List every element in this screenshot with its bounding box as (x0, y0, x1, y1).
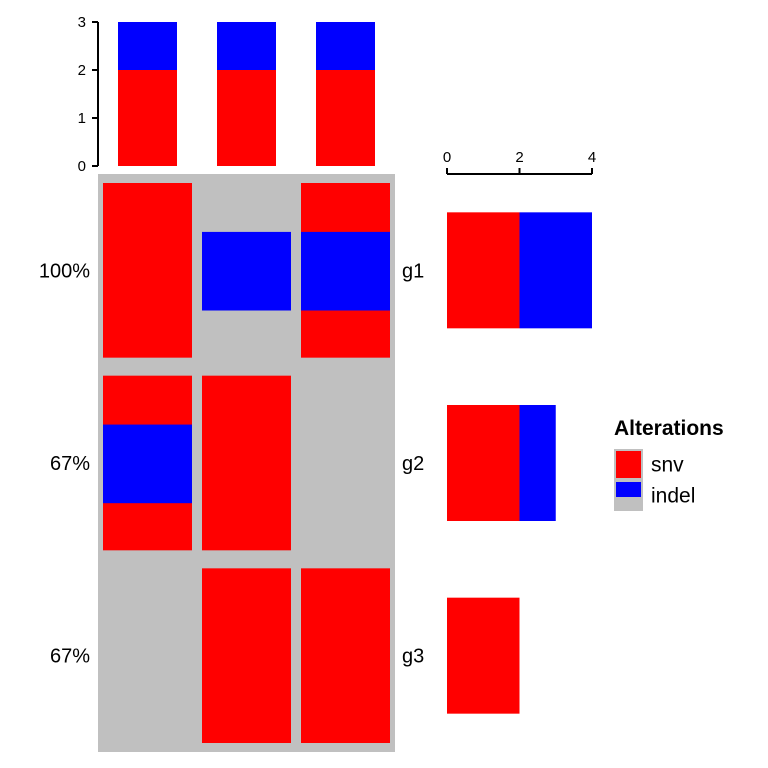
legend-title: Alterations (614, 417, 724, 440)
cell-indel (202, 231, 291, 311)
top-bar-snv-segment (316, 70, 375, 166)
top-y-tick-label: 1 (78, 110, 86, 127)
top-y-tick-label: 0 (78, 158, 86, 175)
right-barplot: 0 2 4 (443, 149, 596, 714)
percentage-label: 67% (50, 646, 90, 668)
right-bar-snv-segment (447, 405, 520, 521)
oncoprint-grid (98, 174, 395, 752)
top-bar-snv-segment (118, 70, 177, 166)
top-y-tick-label: 3 (78, 14, 86, 31)
right-x-tick-label: 4 (588, 149, 596, 166)
cell-snv (103, 183, 192, 358)
right-bar-snv-segment (447, 597, 520, 714)
right-x-tick-label: 0 (443, 149, 451, 166)
top-bar-indel-segment (316, 22, 375, 70)
gene-label: g3 (402, 646, 424, 668)
cell-snv (202, 375, 291, 551)
right-bar-indel-segment (519, 405, 556, 521)
cell-indel (301, 231, 390, 311)
percentage-label: 67% (50, 453, 90, 475)
gene-labels: g1 g2 g3 (402, 260, 424, 667)
cell-indel (103, 424, 192, 504)
percentage-label: 100% (39, 260, 90, 282)
legend: Alterations snv indel (614, 417, 724, 511)
gene-label: g1 (402, 260, 424, 282)
top-barplot: 0 1 2 3 (78, 14, 375, 175)
legend-label-snv: snv (651, 454, 684, 477)
legend-swatch-snv (616, 451, 641, 478)
gene-label: g2 (402, 453, 424, 475)
percentage-labels: 100% 67% 67% (39, 260, 90, 667)
cell-snv (301, 568, 390, 743)
top-y-tick-label: 2 (78, 62, 86, 79)
top-bar-indel-segment (118, 22, 177, 70)
legend-label-indel: indel (651, 485, 695, 508)
right-x-tick-label: 2 (515, 149, 523, 166)
right-bar-snv-segment (447, 212, 520, 329)
top-bar-snv-segment (217, 70, 276, 166)
right-bar-indel-segment (519, 212, 592, 329)
legend-swatch-indel (616, 482, 641, 497)
cell-snv (202, 568, 291, 743)
top-bar-indel-segment (217, 22, 276, 70)
